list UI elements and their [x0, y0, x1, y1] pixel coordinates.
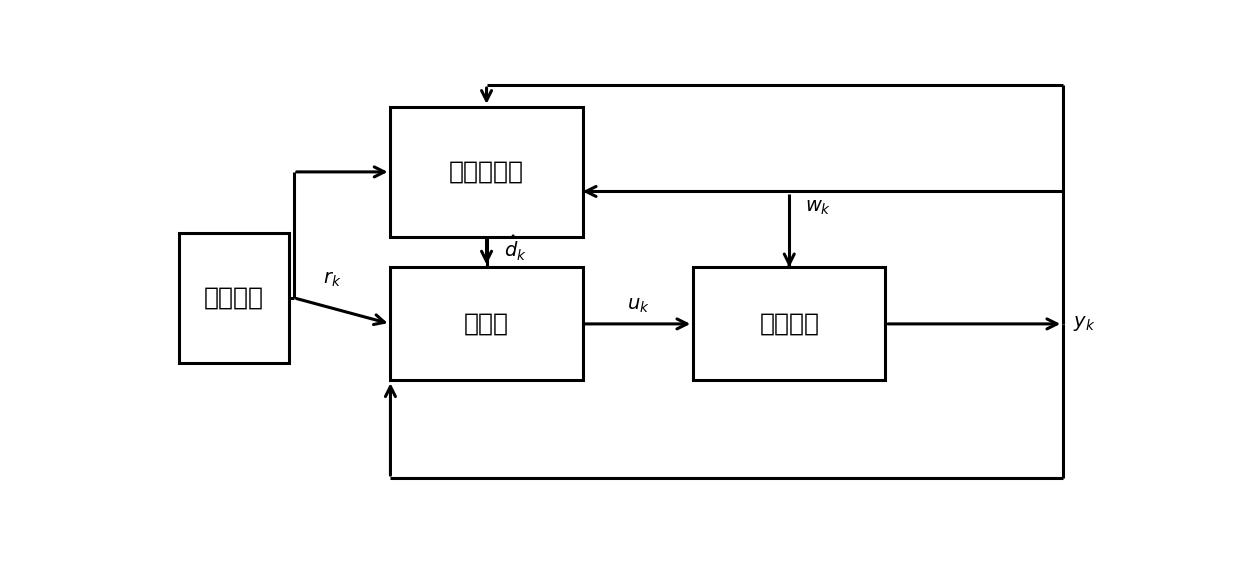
Text: $w_k$: $w_k$: [805, 198, 831, 217]
Text: 给定模块: 给定模块: [203, 286, 264, 310]
Text: $u_k$: $u_k$: [626, 296, 650, 315]
Bar: [693, 267, 885, 380]
Text: 扰动观测器: 扰动观测器: [449, 160, 525, 184]
Bar: [391, 267, 583, 380]
Text: $\hat{d}_k$: $\hat{d}_k$: [503, 233, 527, 262]
Text: 伺服对象: 伺服对象: [759, 312, 820, 336]
Text: 控制器: 控制器: [464, 312, 510, 336]
Text: $y_k$: $y_k$: [1073, 314, 1095, 333]
Bar: [179, 233, 289, 363]
Text: $r_k$: $r_k$: [324, 270, 341, 289]
Bar: [391, 107, 583, 237]
